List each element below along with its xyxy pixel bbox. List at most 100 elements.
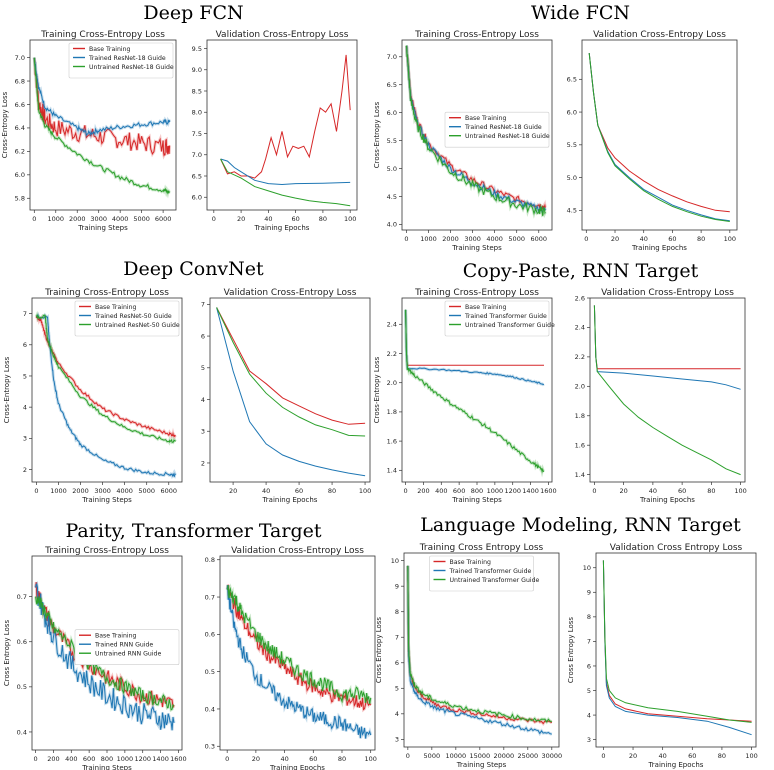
chart-title: Validation Cross-Entropy Loss [231, 546, 364, 556]
y-axis-label: Cross-Entropy Loss [373, 356, 381, 423]
y-tick-label: 0.3 [205, 743, 215, 751]
y-tick-label: 6.0 [192, 194, 202, 202]
y-tick-label: 9.5 [192, 45, 202, 53]
legend-label: Untrained Transformer Guide [465, 322, 555, 329]
legend-label: Trained ResNet-50 Guide [94, 313, 172, 320]
x-tick-label: 400 [435, 487, 447, 495]
series-line-base [226, 584, 372, 711]
y-tick-label: 4 [395, 710, 399, 718]
x-tick-label: 3000 [94, 487, 111, 495]
y-tick-label: 2 [201, 459, 205, 467]
plot-frame [209, 297, 371, 483]
panel-title-parity: Parity, Transformer Target [65, 520, 322, 542]
y-tick-label: 4 [23, 403, 27, 411]
legend: Base Training Trained Transformer Guide Un… [429, 555, 540, 592]
y-tick-label: 1.6 [575, 442, 585, 450]
panel-title-deep-fcn: Deep FCN [143, 2, 244, 24]
x-tick-label: 3000 [90, 215, 107, 223]
series-line-trained-rnn-guide [35, 583, 175, 731]
legend-label: Base Training [89, 46, 131, 53]
series-line-trained-resnet-18-guide [405, 45, 546, 213]
chart-title: Training Cross-Entropy Loss [414, 30, 539, 40]
y-tick-label: 0.4 [17, 728, 27, 736]
panel-title-language-modeling: Language Modeling, RNN Target [420, 514, 741, 536]
legend-label: Untrained ResNet-50 Guide [95, 322, 180, 329]
y-tick-label: 7 [587, 638, 591, 646]
y-tick-label: 7 [23, 310, 27, 318]
y-tick-label: 9 [587, 589, 591, 597]
plot-frame [595, 552, 757, 748]
series-line-trained-resnet-50-guide [36, 314, 176, 478]
y-tick-label: 2.6 [575, 294, 585, 302]
series-line-untrained-transformer-guide [405, 309, 545, 474]
x-tick-label: 20 [611, 235, 619, 243]
y-tick-label: 4 [587, 711, 591, 719]
y-tick-label: 6.0 [15, 171, 25, 179]
y-tick-label: 0.7 [205, 593, 215, 601]
chart-title: Training Cross-Entropy Loss [40, 30, 165, 40]
y-tick-label: 3 [23, 435, 27, 443]
y-tick-label: 7 [201, 301, 205, 309]
legend-label: Trained Transformer Guide [464, 313, 547, 320]
x-tick-label: 0 [592, 487, 596, 495]
legend-label: Base Training [465, 304, 507, 311]
legend: Base Training Trained ResNet-18 Guide Untr… [444, 111, 550, 148]
y-tick-label: 8 [395, 608, 399, 616]
legend-box [74, 629, 180, 666]
y-tick-label: 7.0 [192, 151, 202, 159]
x-tick-label: 0 [404, 487, 408, 495]
x-tick-label: 80 [707, 487, 715, 495]
series-line-untrained [216, 307, 366, 437]
y-tick-label: 7.0 [15, 54, 25, 62]
series-group [34, 310, 177, 480]
x-tick-label: 20 [229, 487, 237, 495]
series-line-base-training [35, 315, 176, 438]
panel-title-wide-fcn: Wide FCN [530, 2, 631, 24]
x-tick-label: 25000 [517, 752, 538, 760]
x-tick-label: 20 [252, 755, 260, 763]
chart-1-1: Validation Cross-Entropy Loss 0 20 40 60 80 10… [567, 30, 738, 252]
chart-1-0: Training Cross-Entropy Loss 0 1000 2000 3000… [373, 30, 553, 252]
y-tick-label: 6 [201, 332, 205, 340]
x-tick-label: 60 [295, 487, 303, 495]
series-line-trained [220, 158, 351, 186]
x-tick-label: 600 [453, 487, 465, 495]
chart-title: Validation Cross-Entropy Loss [593, 30, 726, 40]
series-group [216, 307, 366, 477]
legend: Base Training Trained Transformer Guide Un… [444, 300, 555, 337]
x-tick-label: 100 [745, 752, 757, 760]
legend-box [444, 111, 550, 148]
x-tick-label: 40 [649, 487, 657, 495]
x-tick-label: 200 [417, 487, 429, 495]
y-tick-label: 2.4 [575, 324, 585, 332]
series-line-untrained [593, 305, 741, 476]
legend: Base Training Trained RNN Guide Untrained … [74, 629, 180, 666]
legend-label: Base Training [465, 115, 507, 122]
x-tick-label: 1000 [50, 487, 67, 495]
x-tick-label: 0 [225, 755, 229, 763]
legend-label: Untrained ResNet-18 Guide [89, 64, 174, 71]
x-tick-label: 15000 [469, 752, 490, 760]
x-tick-label: 40 [264, 215, 272, 223]
chart-title: Training Cross Entropy Loss [419, 543, 544, 553]
series-group [220, 54, 351, 207]
y-tick-label: 5 [201, 364, 205, 372]
chart-2-0: Training Cross-Entropy Loss 0 1000 2000 3000… [3, 288, 183, 504]
x-tick-label: 6000 [530, 235, 547, 243]
y-tick-label: 0.6 [17, 638, 27, 646]
x-tick-label: 400 [65, 755, 77, 763]
x-tick-label: 20 [629, 752, 637, 760]
y-tick-label: 8.0 [192, 109, 202, 117]
y-tick-label: 4.5 [567, 207, 577, 215]
x-tick-label: 60 [688, 752, 696, 760]
y-tick-label: 1.8 [575, 412, 585, 420]
x-tick-label: 100 [344, 215, 356, 223]
x-tick-label: 60 [678, 487, 686, 495]
chart-title: Training Cross-Entropy Loss [44, 546, 169, 556]
legend-label: Untrained RNN Guide [95, 651, 161, 658]
y-tick-label: 2 [23, 466, 27, 474]
x-tick-label: 1000 [420, 235, 437, 243]
y-tick-label: 8 [587, 613, 591, 621]
legend-box [429, 555, 534, 592]
y-axis-label: Cross-Entropy Loss [3, 356, 11, 423]
